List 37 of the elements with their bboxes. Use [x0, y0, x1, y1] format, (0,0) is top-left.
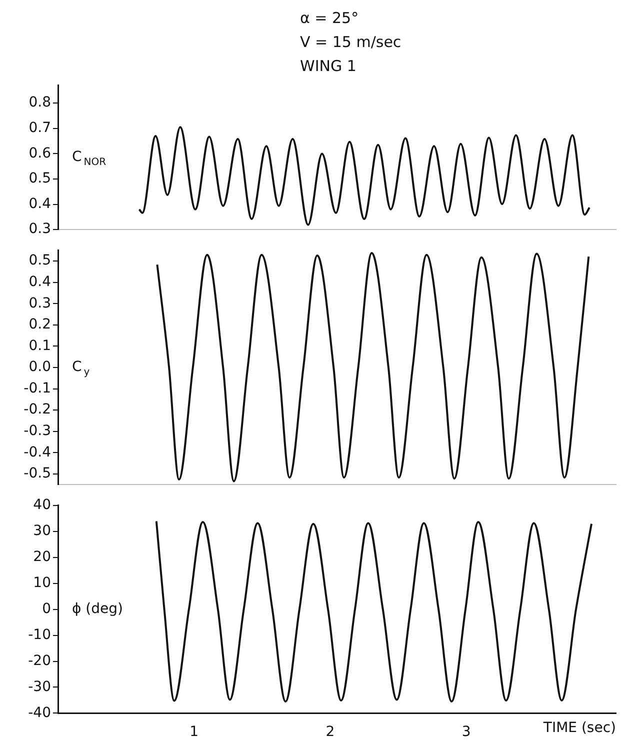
y-tick-label: 0.5 [28, 252, 51, 269]
y-tick-label: -0.2 [24, 402, 51, 418]
chart-title: α = 25° [300, 8, 360, 29]
y-tick-label: -0.3 [24, 423, 51, 440]
x-tick-label: 1 [190, 724, 199, 740]
y-tick-label: 0.1 [28, 338, 51, 354]
y-tick-label: -20 [28, 652, 51, 669]
y-tick-label: 30 [33, 523, 51, 540]
y-axis-title: ϕ (deg) [72, 600, 123, 617]
text: WING 1 [300, 56, 358, 77]
line-series [156, 252, 590, 482]
x-tick-label: 2 [326, 724, 335, 740]
y-tick-label: 0.8 [28, 94, 51, 111]
y-tick-label: -10 [28, 626, 51, 643]
y-tick-label: 0.4 [28, 196, 52, 212]
y-tick-label: 0.3 [28, 221, 51, 238]
y-tick-label: -40 [28, 704, 51, 721]
chart-subtitle: V = 15 m/sec [300, 32, 402, 53]
y-tick-label: -0.1 [24, 380, 51, 396]
y-tick-label: 0.0 [28, 359, 51, 376]
y-tick-label: 20 [33, 548, 51, 565]
y-tick-label: -0.5 [24, 466, 51, 482]
y-tick-label: 10 [33, 574, 51, 591]
x-axis-title: TIME (sec) [542, 720, 616, 736]
line-series [138, 126, 590, 226]
y-tick-label: 0 [42, 600, 51, 617]
x-tick-label: 3 [462, 724, 471, 740]
y-tick-label: -0.4 [24, 444, 52, 460]
line-series [155, 520, 593, 703]
y-tick-label: 0.5 [28, 170, 51, 187]
y-tick-label: 0.2 [28, 316, 51, 333]
y-tick-label: 0.3 [28, 295, 51, 312]
y-tick-label: 0.7 [28, 120, 51, 136]
y-tick-label: -30 [28, 678, 51, 695]
y-tick-label: 0.6 [28, 145, 52, 162]
y-tick-label: 40 [33, 497, 51, 514]
y-tick-label: 0.4 [28, 274, 52, 290]
